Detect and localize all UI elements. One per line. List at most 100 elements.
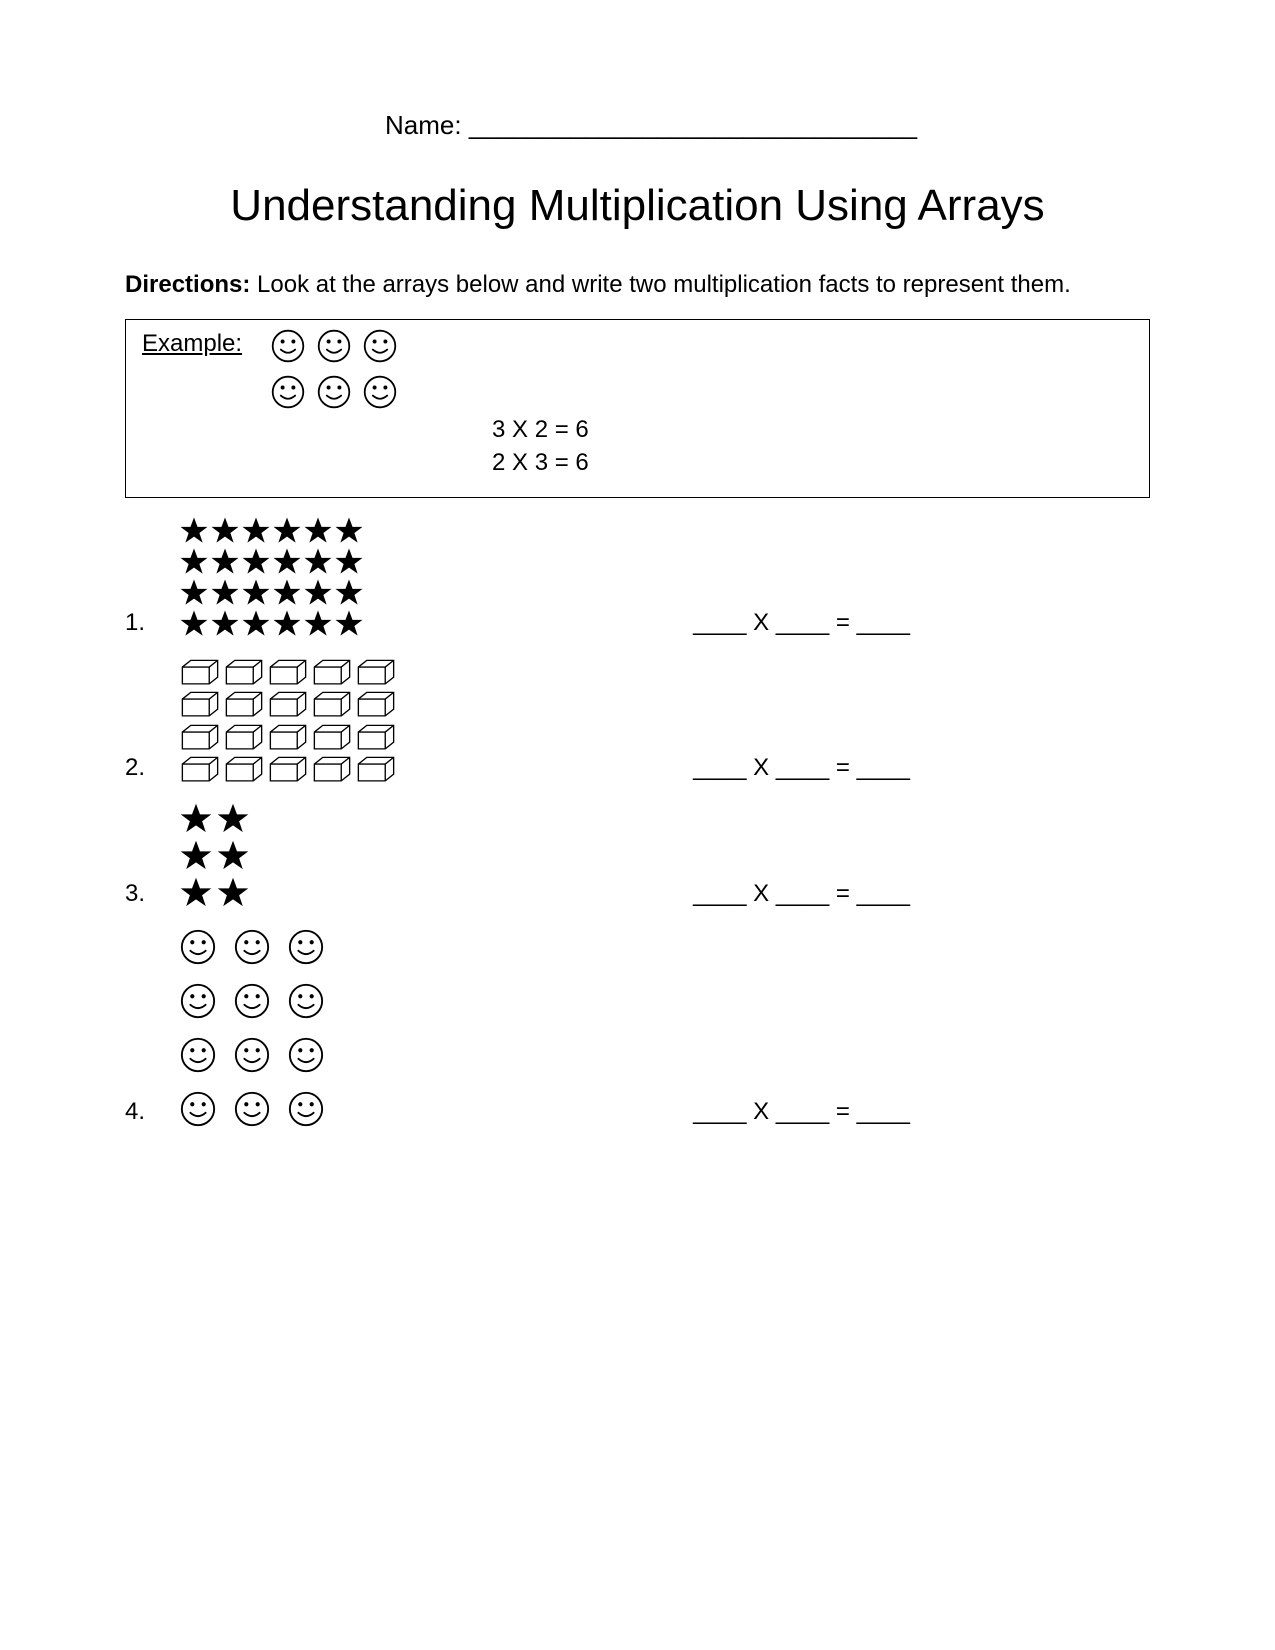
star-icon [272,516,302,546]
star-icon [210,547,240,577]
star-icon [303,547,333,577]
smile-cell [179,1036,217,1074]
problem-array [179,802,250,910]
star-icon [272,578,302,608]
cube-cell [355,657,397,687]
problem-number: 1. [125,609,179,639]
example-fact-2: 2 X 3 = 6 [492,447,1133,479]
cube-icon [179,722,221,752]
star-cell [272,609,302,639]
smile-cell [362,328,398,364]
cube-cell [179,657,221,687]
directions-label: Directions: [125,271,250,298]
star-cell [179,609,209,639]
cube-icon [311,722,353,752]
star-cell [303,516,333,546]
smile-icon [179,1090,217,1128]
star-cell [210,516,240,546]
star-cell [334,609,364,639]
star-cell [210,609,240,639]
smile-icon [362,374,398,410]
star-cell [334,516,364,546]
star-cell [216,839,250,873]
example-label: Example: [142,328,242,358]
equation-blank[interactable]: ____ X ____ = ____ [693,1098,1150,1128]
smile-cell [316,374,352,410]
star-icon [210,516,240,546]
smile-icon [287,928,325,966]
equation-blank[interactable]: ____ X ____ = ____ [693,880,1150,910]
smile-icon [233,982,271,1020]
star-cell [303,547,333,577]
cube-icon [355,754,397,784]
star-cell [303,578,333,608]
star-icon [241,609,271,639]
problem-array [179,928,325,1128]
cube-icon [311,689,353,719]
star-icon [334,516,364,546]
star-icon [179,609,209,639]
cube-cell [223,689,265,719]
star-icon [179,802,213,836]
cube-icon [311,754,353,784]
problem-number: 3. [125,880,179,910]
star-icon [216,876,250,910]
star-cell [179,802,213,836]
star-icon [241,516,271,546]
smile-cell [287,1090,325,1128]
name-label: Name: [385,110,462,140]
smile-icon [287,1090,325,1128]
equation-blank[interactable]: ____ X ____ = ____ [693,609,1150,639]
smile-cell [287,1036,325,1074]
problem-row: 3. ____ X ____ = ____ [125,802,1150,910]
smile-cell [179,1090,217,1128]
star-cell [241,547,271,577]
cube-cell [355,689,397,719]
star-cell [334,547,364,577]
star-icon [334,547,364,577]
star-cell [241,609,271,639]
cube-cell [179,689,221,719]
cube-cell [223,722,265,752]
smile-icon [233,1090,271,1128]
smile-icon [233,928,271,966]
smile-icon [287,982,325,1020]
cube-icon [355,689,397,719]
star-cell [179,839,213,873]
smile-cell [270,328,306,364]
smile-cell [316,328,352,364]
star-icon [210,609,240,639]
smile-icon [179,928,217,966]
problem-row: 1. [125,516,1150,639]
equation-blank[interactable]: ____ X ____ = ____ [693,754,1150,784]
problem-array [179,657,397,784]
star-icon [179,516,209,546]
star-cell [216,876,250,910]
example-box: Example: [125,319,1150,498]
cube-icon [179,754,221,784]
star-cell [210,547,240,577]
star-icon [272,609,302,639]
star-icon [216,839,250,873]
smile-cell [362,374,398,410]
example-array [270,328,398,410]
star-icon [303,516,333,546]
star-icon [272,547,302,577]
smile-cell [179,928,217,966]
smile-icon [270,374,306,410]
cube-cell [223,754,265,784]
name-blank[interactable]: _______________________________ [469,110,917,140]
star-cell [179,876,213,910]
problem-array [179,516,364,639]
cube-cell [179,754,221,784]
star-cell [210,578,240,608]
cube-cell [179,722,221,752]
star-cell [272,516,302,546]
cube-cell [267,754,309,784]
cube-icon [223,754,265,784]
star-cell [216,802,250,836]
cube-icon [223,657,265,687]
problem-number: 4. [125,1098,179,1128]
cube-cell [311,754,353,784]
smile-cell [270,374,306,410]
